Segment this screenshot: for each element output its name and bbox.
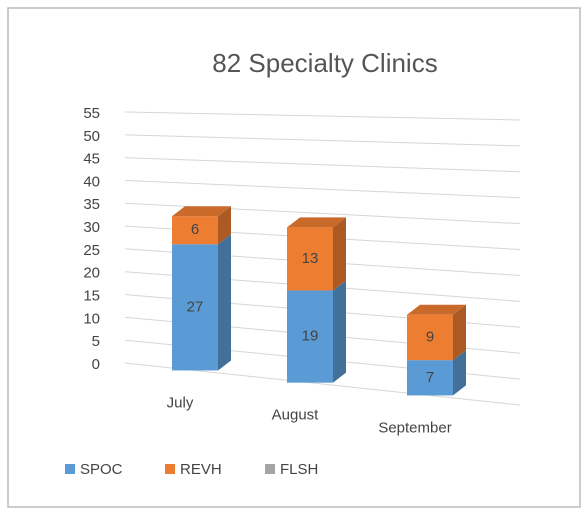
bar-side [453, 350, 466, 396]
grid-line [124, 179, 521, 199]
value-label: 9 [426, 328, 434, 345]
grid-line [124, 157, 521, 173]
grid-line [124, 111, 521, 121]
y-tick-label: 10 [83, 310, 100, 327]
bar-top [287, 217, 346, 228]
legend-label: FLSH [280, 461, 318, 478]
bar-side [218, 234, 231, 371]
legend-label: SPOC [80, 461, 123, 478]
y-tick-label: 50 [83, 128, 100, 145]
y-tick-label: 5 [92, 333, 100, 350]
legend-label: REVH [180, 461, 222, 478]
y-tick-label: 15 [83, 288, 100, 305]
bar-segment [287, 290, 333, 383]
y-tick-label: 0 [92, 356, 100, 373]
x-tick-label: September [378, 419, 451, 436]
legend-swatch [265, 464, 275, 474]
y-tick-label: 20 [83, 265, 100, 282]
bar-side [453, 304, 466, 361]
legend-swatch [65, 464, 75, 474]
bar-side [218, 206, 231, 245]
y-tick-label: 35 [83, 196, 100, 213]
value-label: 13 [302, 250, 319, 267]
bar-segment [287, 227, 333, 291]
legend-swatch [165, 464, 175, 474]
value-label: 7 [426, 369, 434, 386]
y-tick-label: 55 [83, 105, 100, 122]
bar-top [172, 206, 231, 217]
value-label: 6 [191, 221, 199, 238]
x-tick-label: July [167, 394, 194, 411]
y-tick-label: 40 [83, 173, 100, 190]
bar-segment [407, 314, 453, 361]
bar-segment [407, 360, 453, 396]
bar-segment [172, 244, 218, 371]
bar-top [407, 304, 466, 315]
bar-side [333, 280, 346, 383]
chart-title: 82 Specialty Clinics [212, 48, 437, 78]
y-tick-label: 45 [83, 151, 100, 168]
y-tick-label: 25 [83, 242, 100, 259]
bar-side [333, 217, 346, 291]
grid-line [124, 134, 521, 147]
x-tick-label: August [272, 407, 320, 424]
bar-segment [172, 216, 218, 245]
value-label: 27 [187, 298, 204, 315]
value-label: 19 [302, 328, 319, 345]
y-tick-label: 30 [83, 219, 100, 236]
